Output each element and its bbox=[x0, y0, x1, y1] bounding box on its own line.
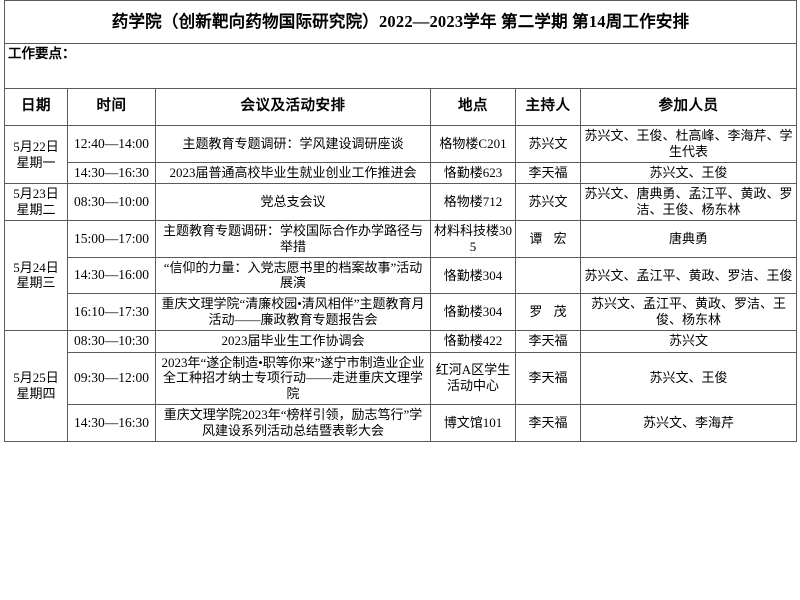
meeting-cell: “信仰的力量：入党志愿书里的档案故事”活动展演 bbox=[155, 256, 431, 295]
work-points-row: 工作要点： bbox=[3, 43, 798, 89]
place-cell: 恪勤楼304 bbox=[430, 256, 516, 295]
column-header-people: 参加人员 bbox=[579, 88, 798, 126]
time-cell: 09:30—12:00 bbox=[67, 351, 156, 406]
place-cell: 恪勤楼422 bbox=[430, 330, 516, 353]
meeting-cell: 2023年“遂企制造•职等你来”遂宁市制造业企业全工种招才纳士专项行动——走进重… bbox=[155, 351, 431, 406]
place-cell: 恪勤楼304 bbox=[430, 293, 516, 332]
date-line-2: 星期四 bbox=[16, 385, 56, 401]
place-cell: 恪勤楼623 bbox=[430, 161, 516, 185]
host-cell: 李天福 bbox=[515, 404, 581, 442]
time-cell: 14:30—16:30 bbox=[67, 161, 156, 185]
column-header-meeting: 会议及活动安排 bbox=[155, 88, 431, 126]
table-row: 14:30—16:30 重庆文理学院2023年“榜样引领，励志笃行”学风建设系列… bbox=[5, 404, 798, 442]
table-row: 5月22日 星期一 12:40—14:00 主题教育专题调研：学风建设调研座谈 … bbox=[4, 124, 798, 185]
people-cell: 苏兴文、王俊 bbox=[579, 161, 798, 185]
table-row: 5月23日 星期二 08:30—10:00 党总支会议 格物楼712 苏兴文 苏… bbox=[4, 183, 798, 221]
host-cell: 李天福 bbox=[515, 161, 581, 185]
date-cell: 5月23日 星期二 bbox=[4, 183, 68, 221]
work-schedule-table: 药学院（创新靶向药物国际研究院）2022—2023学年 第二学期 第14周工作安… bbox=[3, 0, 798, 442]
table-row: 14:30—16:30 2023届普通高校毕业生就业创业工作推进会 恪勤楼623… bbox=[5, 161, 798, 185]
host-cell: 李天福 bbox=[515, 351, 581, 406]
date-line-2: 星期三 bbox=[16, 275, 56, 291]
date-line-2: 星期一 bbox=[16, 154, 56, 170]
table-row: 16:10—17:30 重庆文理学院“清廉校园•清风相伴”主题教育月活动——廉政… bbox=[5, 293, 798, 332]
meeting-cell: 主题教育专题调研：学校国际合作办学路径与举措 bbox=[155, 219, 431, 258]
place-cell: 博文馆101 bbox=[430, 404, 516, 442]
meeting-cell: 党总支会议 bbox=[155, 183, 431, 221]
date-cell: 5月25日 星期四 bbox=[4, 330, 68, 442]
table-row: 14:30—16:00 “信仰的力量：入党志愿书里的档案故事”活动展演 恪勤楼3… bbox=[5, 256, 798, 295]
people-cell: 苏兴文、王俊、杜高峰、李海芹、学生代表 bbox=[579, 125, 798, 163]
work-points-label: 工作要点： bbox=[3, 43, 798, 89]
date-line-1: 5月23日 bbox=[13, 186, 59, 202]
time-cell: 14:30—16:00 bbox=[67, 256, 156, 295]
column-header-time: 时间 bbox=[67, 88, 156, 126]
date-line-2: 星期二 bbox=[16, 202, 56, 218]
time-cell: 15:00—17:00 bbox=[67, 219, 156, 258]
column-header-host: 主持人 bbox=[515, 88, 581, 126]
date-cell: 5月24日 星期三 bbox=[4, 219, 68, 332]
table-row: 5月25日 星期四 08:30—10:30 2023届毕业生工作协调会 恪勤楼4… bbox=[4, 330, 798, 442]
title-row: 药学院（创新靶向药物国际研究院）2022—2023学年 第二学期 第14周工作安… bbox=[3, 0, 798, 44]
time-cell: 14:30—16:30 bbox=[67, 404, 156, 442]
host-cell: 谭 宏 bbox=[515, 219, 581, 258]
date-line-1: 5月22日 bbox=[13, 138, 59, 154]
time-cell: 08:30—10:30 bbox=[67, 330, 156, 353]
host-cell: 苏兴文 bbox=[515, 125, 581, 163]
people-cell: 苏兴文、孟江平、黄政、罗洁、王俊 bbox=[579, 256, 798, 295]
meeting-cell: 2023届普通高校毕业生就业创业工作推进会 bbox=[155, 161, 431, 185]
meeting-cell: 重庆文理学院“清廉校园•清风相伴”主题教育月活动——廉政教育专题报告会 bbox=[155, 293, 431, 332]
time-cell: 12:40—14:00 bbox=[67, 125, 156, 163]
people-cell: 唐典勇 bbox=[579, 219, 798, 258]
meeting-cell: 主题教育专题调研：学风建设调研座谈 bbox=[155, 125, 431, 163]
date-line-1: 5月24日 bbox=[13, 259, 59, 275]
place-cell: 红河A区学生活动中心 bbox=[430, 351, 516, 406]
time-cell: 16:10—17:30 bbox=[67, 293, 156, 332]
table-row: 09:30—12:00 2023年“遂企制造•职等你来”遂宁市制造业企业全工种招… bbox=[5, 351, 798, 406]
column-header-date: 日期 bbox=[4, 88, 68, 126]
time-cell: 08:30—10:00 bbox=[67, 183, 156, 221]
date-cell: 5月22日 星期一 bbox=[4, 124, 68, 185]
page-title: 药学院（创新靶向药物国际研究院）2022—2023学年 第二学期 第14周工作安… bbox=[3, 0, 798, 44]
meeting-cell: 重庆文理学院2023年“榜样引领，励志笃行”学风建设系列活动总结暨表彰大会 bbox=[155, 404, 431, 442]
meeting-cell: 2023届毕业生工作协调会 bbox=[155, 330, 431, 353]
column-header-place: 地点 bbox=[430, 88, 516, 126]
place-cell: 材料科技楼305 bbox=[430, 219, 516, 258]
place-cell: 格物楼712 bbox=[430, 183, 516, 221]
host-cell: 罗 茂 bbox=[515, 293, 581, 332]
people-cell: 苏兴文、王俊 bbox=[579, 351, 798, 406]
people-cell: 苏兴文、李海芹 bbox=[579, 404, 798, 442]
place-cell: 格物楼C201 bbox=[430, 125, 516, 163]
host-cell bbox=[515, 256, 581, 295]
table-row: 5月24日 星期三 15:00—17:00 主题教育专题调研：学校国际合作办学路… bbox=[4, 219, 798, 332]
date-line-1: 5月25日 bbox=[13, 370, 59, 386]
people-cell: 苏兴文、唐典勇、孟江平、黄政、罗洁、王俊、杨东林 bbox=[579, 183, 798, 221]
table-header-row: 日期 时间 会议及活动安排 地点 主持人 参加人员 bbox=[4, 88, 798, 126]
host-cell: 李天福 bbox=[515, 330, 581, 353]
people-cell: 苏兴文 bbox=[579, 330, 798, 353]
people-cell: 苏兴文、孟江平、黄政、罗洁、王俊、杨东林 bbox=[579, 293, 798, 332]
host-cell: 苏兴文 bbox=[515, 183, 581, 221]
